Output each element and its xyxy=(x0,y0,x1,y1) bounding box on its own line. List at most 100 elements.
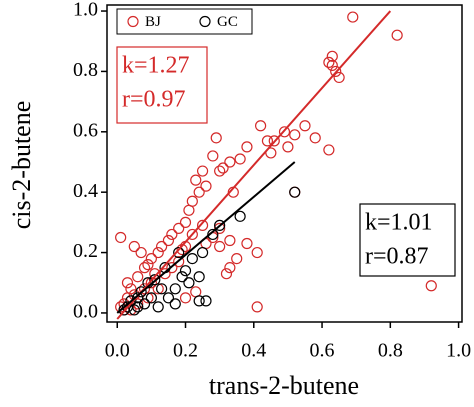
point xyxy=(234,210,246,222)
point xyxy=(149,268,161,280)
point xyxy=(132,271,144,283)
point xyxy=(169,298,181,310)
point xyxy=(149,274,161,286)
point xyxy=(186,228,198,241)
annotation-box xyxy=(116,46,208,124)
point xyxy=(326,59,338,71)
point xyxy=(224,234,236,247)
point xyxy=(156,240,168,253)
point xyxy=(125,295,137,307)
x-tick-label: 0.2 xyxy=(173,340,198,362)
point xyxy=(152,301,164,313)
legend-label: GC xyxy=(217,14,238,30)
annotation-text: k=1.01 xyxy=(365,210,433,236)
point xyxy=(121,301,134,313)
point xyxy=(255,120,267,132)
point xyxy=(425,280,437,292)
point xyxy=(179,265,192,277)
point xyxy=(138,283,151,295)
point xyxy=(156,283,168,295)
point xyxy=(152,246,164,259)
point xyxy=(224,262,236,274)
point xyxy=(193,271,205,283)
point xyxy=(173,246,185,259)
point xyxy=(289,186,301,198)
point xyxy=(268,135,280,147)
point xyxy=(162,292,175,304)
point xyxy=(214,222,226,235)
point xyxy=(200,295,212,307)
y-tick-label: 0.4 xyxy=(73,180,98,202)
point xyxy=(309,132,321,144)
point xyxy=(193,186,205,198)
point xyxy=(251,246,263,259)
point xyxy=(183,204,195,216)
point xyxy=(347,11,359,23)
point xyxy=(289,129,301,141)
point xyxy=(121,277,134,289)
point xyxy=(200,180,212,192)
point xyxy=(196,165,209,177)
point xyxy=(207,228,219,241)
point xyxy=(138,262,151,274)
point xyxy=(214,165,226,177)
point xyxy=(251,301,263,313)
point xyxy=(166,228,178,241)
point xyxy=(217,162,229,174)
point xyxy=(241,141,253,153)
point xyxy=(128,240,140,253)
point xyxy=(135,286,147,298)
point xyxy=(323,144,335,156)
y-tick-label: 0.0 xyxy=(73,301,98,323)
point xyxy=(179,292,192,304)
fit-line xyxy=(116,10,392,320)
point xyxy=(118,304,130,316)
point xyxy=(265,147,277,159)
point xyxy=(333,71,345,84)
point xyxy=(207,150,219,162)
point xyxy=(138,298,151,310)
annotation-text: r=0.97 xyxy=(122,87,186,113)
point xyxy=(115,231,127,244)
point xyxy=(135,246,147,259)
point xyxy=(231,253,243,265)
x-tick-label: 0.8 xyxy=(378,340,403,362)
point xyxy=(169,283,181,295)
point xyxy=(282,141,294,153)
legend-box xyxy=(116,8,253,35)
y-tick-label: 0.6 xyxy=(73,119,98,141)
y-axis-label: cis-2-butene xyxy=(7,101,36,230)
point xyxy=(183,277,195,289)
x-axis-label: trans-2-butene xyxy=(209,371,359,400)
point xyxy=(299,120,311,132)
point xyxy=(330,65,342,78)
point xyxy=(224,156,236,168)
point xyxy=(234,153,246,165)
annotation-box xyxy=(359,203,456,277)
point xyxy=(162,234,175,247)
y-tick-label: 0.8 xyxy=(73,59,98,81)
y-tick-label: 1.0 xyxy=(73,0,98,21)
point xyxy=(176,271,188,283)
point xyxy=(190,174,202,186)
point xyxy=(214,240,226,253)
point xyxy=(326,50,338,62)
point xyxy=(186,253,198,265)
x-tick-label: 0.0 xyxy=(105,340,130,362)
plot-frame xyxy=(106,4,463,323)
point xyxy=(323,56,335,68)
legend-marker xyxy=(127,15,139,28)
annotation-text: r=0.87 xyxy=(365,244,429,270)
y-tick-label: 0.2 xyxy=(73,240,98,262)
x-tick-label: 1.0 xyxy=(446,340,471,362)
point xyxy=(145,253,157,265)
point xyxy=(142,259,154,271)
x-tick-label: 0.4 xyxy=(241,340,266,362)
legend-marker xyxy=(199,15,211,28)
point xyxy=(179,216,192,228)
point xyxy=(173,222,185,235)
point xyxy=(166,262,178,274)
point xyxy=(241,237,253,250)
